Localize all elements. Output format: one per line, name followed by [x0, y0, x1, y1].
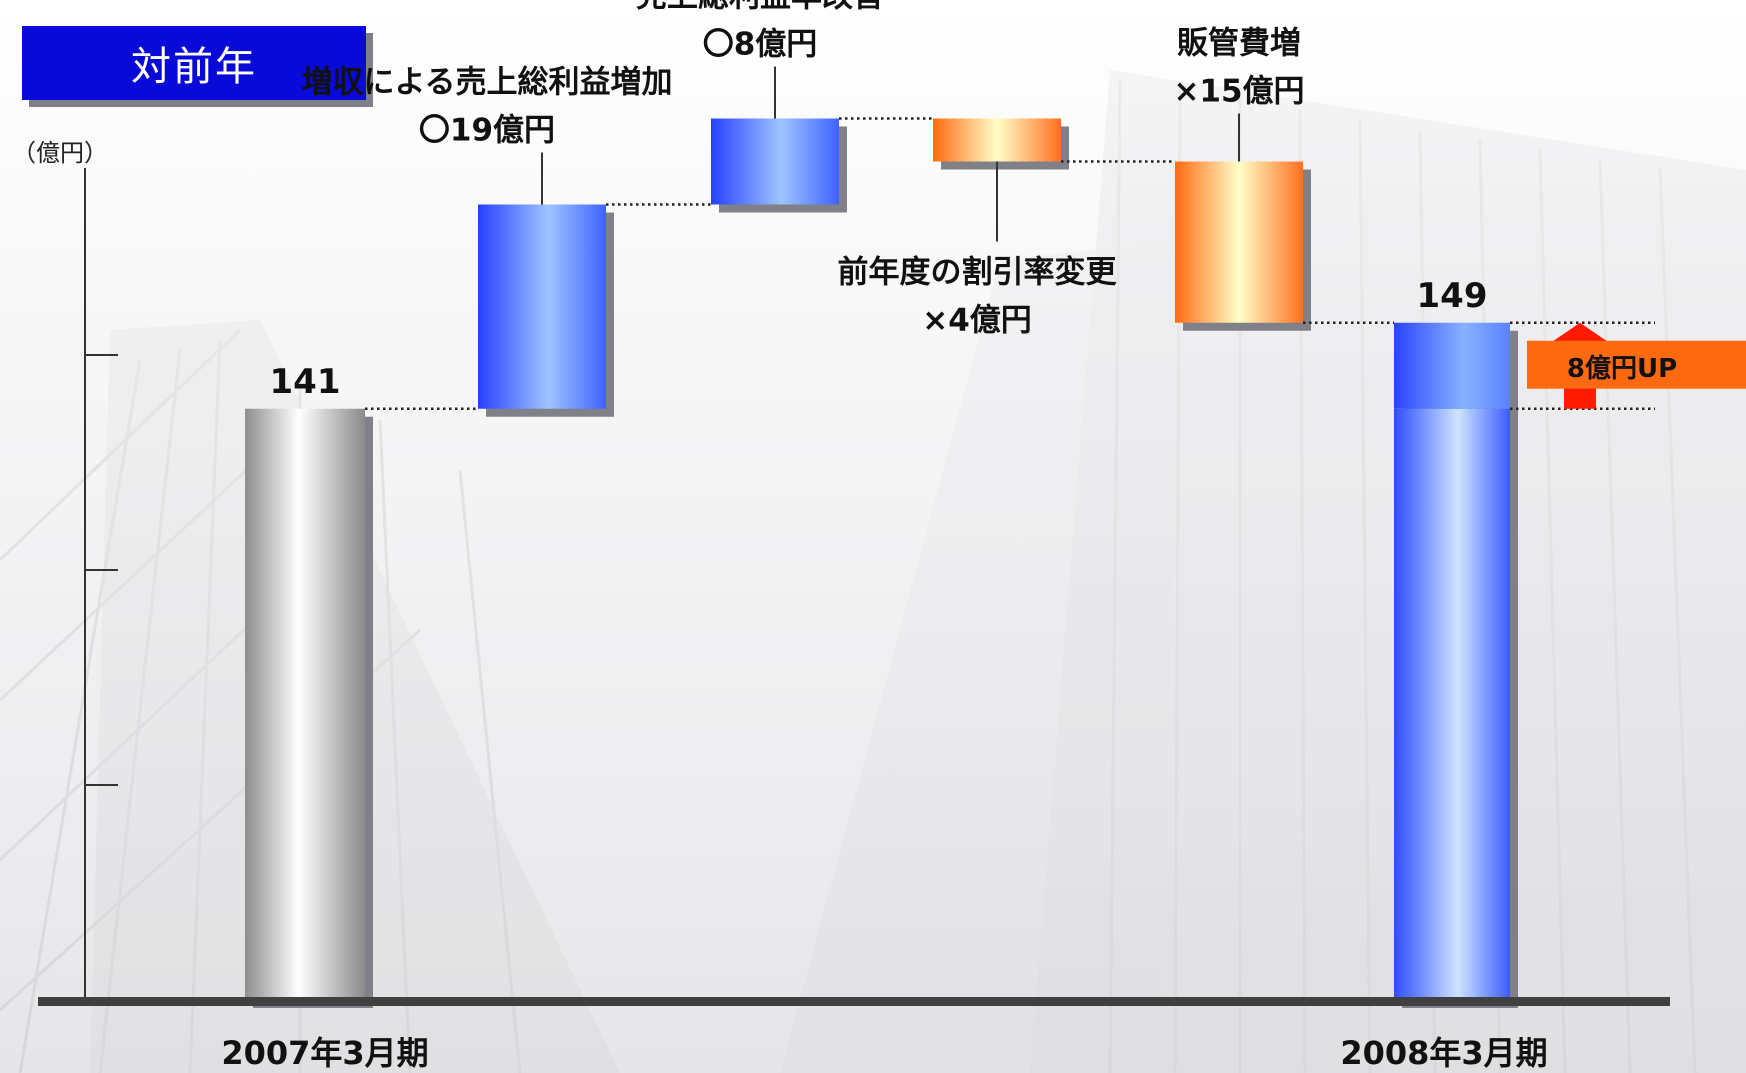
y-axis-unit-label: （億円）: [12, 139, 108, 167]
x-axis-baseline: [38, 997, 1670, 1006]
step-label-4-line-0: 販管費増: [1177, 26, 1301, 62]
step-label-1-line-1: 〇19億円: [419, 113, 555, 149]
bar-start-value-label: 141: [270, 362, 341, 402]
step-label-1-line-0: 増収による売上総利益増加: [301, 65, 672, 101]
chart-title: 対前年: [22, 26, 366, 100]
difference-badge-label: 8億円UP: [1567, 354, 1677, 384]
x-tick-label-end: 2008年3月期: [1340, 1034, 1547, 1072]
step-label-4-line-1: ×15億円: [1173, 74, 1304, 110]
difference-badge: [1527, 340, 1746, 389]
step-label-2-line-1: 〇8億円: [703, 27, 818, 63]
step-label-3-line-0: 前年度の割引率変更: [838, 255, 1118, 291]
step-label-3-line-1: ×4億円: [922, 303, 1032, 339]
bar-end-increase: [1394, 322, 1510, 409]
bar-step-4: [1175, 161, 1303, 323]
bar-step-3: [933, 118, 1061, 162]
bar-step-1: [478, 204, 606, 409]
bar-end-value-label: 149: [1417, 276, 1488, 316]
bar-start: [245, 408, 365, 1000]
x-tick-label-start: 2007年3月期: [221, 1034, 428, 1072]
bar-end-base: [1394, 408, 1510, 1000]
step-label-2-line-0: 売上総利益率改善: [636, 0, 884, 15]
bar-step-2: [711, 118, 839, 205]
